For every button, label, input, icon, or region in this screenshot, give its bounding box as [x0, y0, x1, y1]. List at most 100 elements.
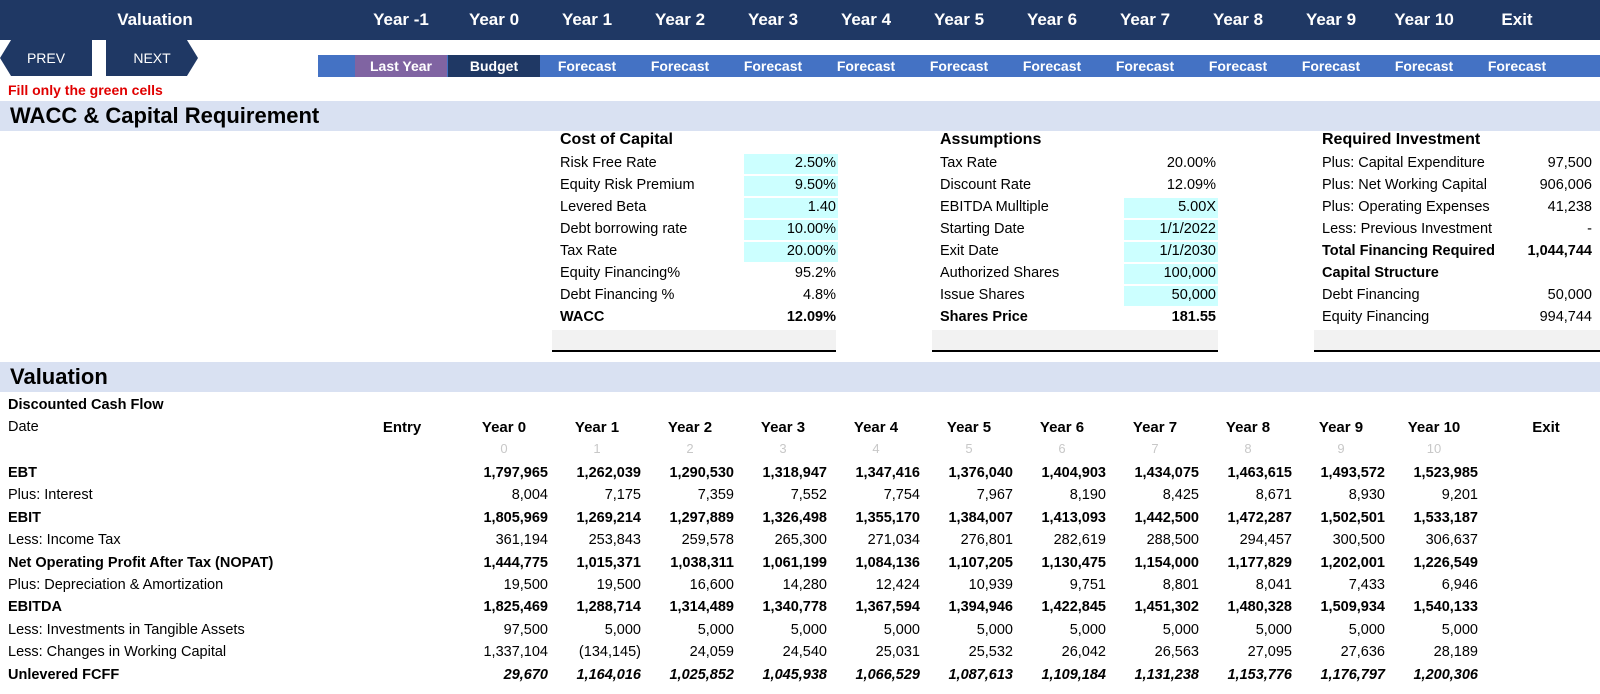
nav-year-10[interactable]: Year 9 [1305, 10, 1357, 29]
nav-year-4[interactable]: Year 3 [747, 10, 799, 29]
cost_of_capital-value-4[interactable]: 20.00% [786, 243, 836, 259]
dcf-cell: 8,425 [1162, 487, 1199, 504]
dcf-cell: 7,433 [1348, 577, 1385, 593]
assumptions-input-cell-3[interactable] [1124, 220, 1218, 240]
cost_of_capital-value-1[interactable]: 9.50% [794, 177, 836, 193]
dcf-cell: 7,552 [790, 487, 827, 504]
assumptions-label-4: Exit Date [940, 243, 999, 259]
dcf-cell: 1,480,328 [1227, 599, 1292, 616]
dcf-year-index-2: 2 [686, 441, 694, 456]
cost_of_capital-input-cell-2[interactable] [744, 198, 838, 218]
next-button[interactable]: NEXT [106, 40, 198, 76]
dcf-year-header-1: Year 1 [574, 419, 620, 436]
cost_of_capital-value-0[interactable]: 2.50% [794, 155, 836, 171]
dcf-cell: 5,000 [1162, 621, 1199, 638]
dcf-cell: 1,061,199 [762, 554, 827, 571]
nav-year-6[interactable]: Year 5 [933, 10, 985, 29]
dcf-year-header-10: Year 10 [1407, 419, 1461, 436]
nav-year-9[interactable]: Year 8 [1212, 10, 1264, 29]
sub-label-9: Forecast [1208, 58, 1268, 74]
assumptions-value-4[interactable]: 1/1/2030 [1159, 243, 1216, 259]
nav-year-8[interactable]: Year 7 [1119, 10, 1171, 29]
nav-valuation[interactable]: Valuation [117, 10, 193, 29]
dcf-cell: 1,347,416 [855, 465, 920, 481]
assumptions-label-6: Issue Shares [940, 287, 1025, 303]
dcf-cell: 8,930 [1348, 487, 1385, 504]
dcf-title: Discounted Cash Flow [8, 397, 164, 413]
cost_of_capital-label-7: WACC [560, 309, 605, 325]
dcf-cell: 1,153,776 [1227, 666, 1292, 683]
assumptions-value-6[interactable]: 50,000 [1171, 287, 1216, 303]
required_investment-value-1: 906,006 [1539, 177, 1592, 193]
nav-year-3[interactable]: Year 2 [654, 10, 706, 29]
dcf-cell: 1,493,572 [1320, 465, 1385, 481]
sub-label-6: Forecast [929, 58, 989, 74]
assumptions-value-5[interactable]: 100,000 [1163, 265, 1216, 281]
dcf-cell: 8,801 [1162, 577, 1199, 593]
dcf-cell: 9,201 [1441, 487, 1478, 504]
dcf-row-label-1: Plus: Interest [8, 487, 93, 504]
nav-year-12[interactable]: Exit [1501, 10, 1533, 29]
dcf-cell: 1,226,549 [1413, 554, 1478, 571]
required_investment-label-1: Plus: Net Working Capital [1322, 177, 1487, 193]
assumptions-label-5: Authorized Shares [940, 265, 1060, 281]
dcf-cell: 1,442,500 [1134, 509, 1199, 526]
required_investment-value-3: - [1587, 221, 1592, 237]
dcf-cell: 1,176,797 [1320, 666, 1385, 683]
cost_of_capital-value-7: 12.09% [786, 309, 836, 325]
sub-label-1: Budget [448, 55, 540, 77]
entry-label: Entry [382, 419, 422, 436]
nav-year-5[interactable]: Year 4 [840, 10, 892, 29]
dcf-cell: 1,444,775 [483, 554, 548, 571]
assumptions-input-cell-5[interactable] [1124, 264, 1218, 284]
dcf-cell: 7,754 [883, 487, 920, 504]
dcf-cell: 8,671 [1255, 487, 1292, 504]
assumptions-input-cell-2[interactable] [1124, 198, 1218, 218]
assumptions-value-2[interactable]: 5.00X [1178, 199, 1216, 215]
dcf-cell: 12,424 [875, 577, 920, 593]
dcf-cell: 25,031 [875, 644, 920, 661]
dcf-row-label-5: Plus: Depreciation & Amortization [8, 577, 224, 593]
cost_of_capital-input-cell-0[interactable] [744, 154, 838, 174]
required_investment-label-2: Plus: Operating Expenses [1322, 199, 1490, 215]
dcf-cell: 8,004 [511, 487, 548, 504]
dcf-cell: 8,041 [1255, 577, 1292, 593]
dcf-cell: 300,500 [1332, 532, 1385, 549]
assumptions-value-3[interactable]: 1/1/2022 [1159, 221, 1216, 237]
cost_of_capital-input-cell-4[interactable] [744, 242, 838, 262]
cost_of_capital-input-cell-3[interactable] [744, 220, 838, 240]
top-nav-bar [0, 0, 1600, 40]
nav-year-2[interactable]: Year 1 [561, 10, 613, 29]
assumptions-input-cell-4[interactable] [1124, 242, 1218, 262]
cost_of_capital-label-6: Debt Financing % [560, 287, 675, 303]
cost_of_capital-value-2[interactable]: 1.40 [807, 199, 836, 215]
dcf-cell: 1,202,001 [1320, 554, 1385, 571]
cost_of_capital-value-3[interactable]: 10.00% [786, 221, 836, 237]
dcf-cell: 1,326,498 [762, 509, 827, 526]
dcf-year-header-4: Year 4 [853, 419, 899, 436]
dcf-cell: 27,095 [1247, 644, 1292, 661]
dcf-year-header-3: Year 3 [760, 419, 806, 436]
dcf-row-label-9: Unlevered FCFF [8, 666, 120, 683]
nav-year-11[interactable]: Year 10 [1394, 10, 1454, 29]
nav-year-0[interactable]: Year -1 [373, 10, 429, 29]
assumptions-label-3: Starting Date [940, 221, 1025, 237]
section-title-wacc: WACC & Capital Requirement [10, 103, 320, 128]
dcf-cell: 1,422,845 [1041, 599, 1106, 616]
dcf-cell: 6,946 [1441, 577, 1478, 593]
dcf-row-label-7: Less: Investments in Tangible Assets [8, 621, 245, 638]
dcf-cell: 1,805,969 [483, 509, 548, 526]
prev-button[interactable]: PREV [0, 40, 92, 76]
cost_of_capital-input-cell-1[interactable] [744, 176, 838, 196]
dcf-cell: 5,000 [1348, 621, 1385, 638]
dcf-row-label-4: Net Operating Profit After Tax (NOPAT) [8, 554, 274, 571]
dcf-cell: 5,000 [697, 621, 734, 638]
dcf-cell: 306,637 [1425, 532, 1478, 549]
dcf-cell: 1,087,613 [948, 666, 1013, 683]
dcf-year-header-5: Year 5 [946, 419, 992, 436]
assumptions-input-cell-6[interactable] [1124, 286, 1218, 306]
nav-year-7[interactable]: Year 6 [1026, 10, 1078, 29]
dcf-cell: 1,154,000 [1134, 554, 1199, 571]
nav-year-1[interactable]: Year 0 [468, 10, 520, 29]
dcf-cell: 7,359 [697, 487, 734, 504]
